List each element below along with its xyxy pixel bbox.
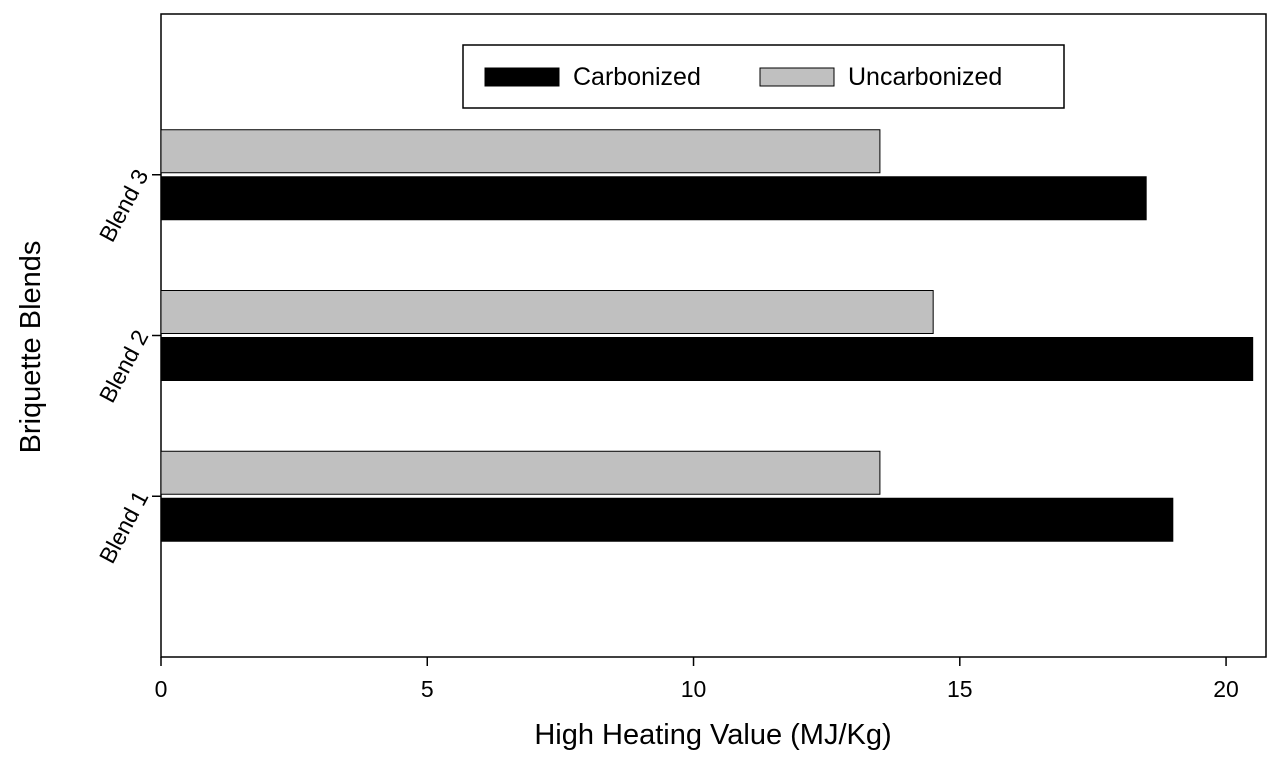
- x-tick-label: 5: [421, 676, 434, 702]
- bars-layer: [160, 129, 1254, 542]
- legend-swatch-carbonized: [484, 67, 560, 87]
- x-axis: 0 5 10 15 20: [155, 657, 1239, 702]
- x-tick-label: 20: [1213, 676, 1239, 702]
- bar-uncarbonized-blend-3: [160, 129, 881, 174]
- y-tick-label-blend-1: Blend 1: [94, 486, 154, 567]
- bar-carbonized-blend-1: [160, 497, 1174, 542]
- bar-carbonized-blend-2: [160, 337, 1254, 381]
- y-axis: Blend 1 Blend 2 Blend 3: [94, 165, 161, 567]
- y-axis-title: Briquette Blends: [15, 241, 47, 454]
- x-tick-label: 15: [947, 676, 973, 702]
- y-tick-label-blend-3: Blend 3: [94, 165, 154, 246]
- legend: Carbonized Uncarbonized: [462, 44, 1065, 109]
- legend-label-carbonized: Carbonized: [573, 63, 701, 91]
- plot-frame: [160, 13, 1267, 658]
- y-tick-label-blend-2: Blend 2: [94, 326, 154, 407]
- bar-uncarbonized-blend-2: [160, 290, 934, 334]
- x-tick-label: 10: [681, 676, 707, 702]
- bar-carbonized-blend-3: [160, 176, 1147, 221]
- x-tick-label: 0: [155, 676, 168, 702]
- bar-uncarbonized-blend-1: [160, 450, 881, 495]
- x-axis-title: High Heating Value (MJ/Kg): [534, 719, 891, 751]
- legend-swatch-uncarbonized: [759, 67, 835, 87]
- legend-label-uncarbonized: Uncarbonized: [848, 63, 1002, 91]
